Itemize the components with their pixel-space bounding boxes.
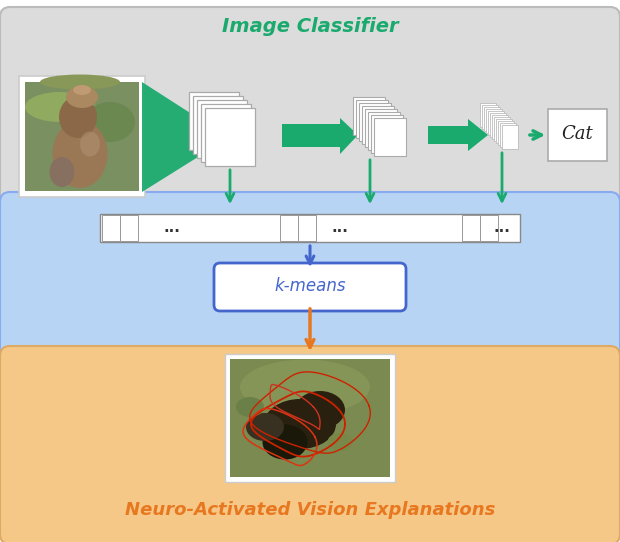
FancyBboxPatch shape <box>482 105 498 129</box>
FancyBboxPatch shape <box>484 107 500 131</box>
FancyBboxPatch shape <box>353 97 385 135</box>
Polygon shape <box>428 119 488 151</box>
Polygon shape <box>142 82 198 192</box>
Ellipse shape <box>59 96 97 138</box>
Text: Cat: Cat <box>561 125 593 143</box>
FancyBboxPatch shape <box>102 215 120 241</box>
FancyBboxPatch shape <box>365 109 397 147</box>
Text: Neuro-Activated Vision Explanations: Neuro-Activated Vision Explanations <box>125 501 495 519</box>
FancyBboxPatch shape <box>492 115 508 139</box>
FancyBboxPatch shape <box>230 359 390 477</box>
FancyBboxPatch shape <box>480 215 498 241</box>
Text: k-means: k-means <box>274 277 346 295</box>
Text: Image Classifier: Image Classifier <box>222 16 398 35</box>
Ellipse shape <box>327 433 353 451</box>
Ellipse shape <box>25 92 95 122</box>
FancyBboxPatch shape <box>205 108 255 166</box>
Ellipse shape <box>53 120 107 188</box>
FancyBboxPatch shape <box>374 118 406 156</box>
FancyBboxPatch shape <box>362 106 394 144</box>
Ellipse shape <box>236 397 264 417</box>
FancyBboxPatch shape <box>371 115 403 153</box>
Ellipse shape <box>240 359 370 415</box>
FancyBboxPatch shape <box>197 100 247 158</box>
FancyBboxPatch shape <box>0 346 620 542</box>
FancyBboxPatch shape <box>193 96 243 154</box>
FancyBboxPatch shape <box>368 112 400 150</box>
FancyBboxPatch shape <box>498 121 514 145</box>
FancyBboxPatch shape <box>214 263 406 311</box>
FancyBboxPatch shape <box>298 215 316 241</box>
FancyBboxPatch shape <box>356 100 388 138</box>
Ellipse shape <box>85 102 135 142</box>
FancyBboxPatch shape <box>496 119 512 143</box>
Text: ...: ... <box>164 220 180 235</box>
Ellipse shape <box>264 399 336 449</box>
FancyBboxPatch shape <box>486 109 502 133</box>
FancyBboxPatch shape <box>0 7 620 222</box>
FancyBboxPatch shape <box>201 104 251 162</box>
FancyBboxPatch shape <box>225 354 395 482</box>
Ellipse shape <box>40 74 120 89</box>
FancyBboxPatch shape <box>0 192 620 367</box>
FancyBboxPatch shape <box>480 103 496 127</box>
Text: ...: ... <box>332 220 348 235</box>
FancyBboxPatch shape <box>462 215 480 241</box>
Polygon shape <box>282 118 358 154</box>
FancyBboxPatch shape <box>548 109 607 161</box>
Text: ...: ... <box>494 220 510 235</box>
FancyBboxPatch shape <box>19 76 145 197</box>
Ellipse shape <box>295 391 345 429</box>
FancyBboxPatch shape <box>189 92 239 150</box>
FancyBboxPatch shape <box>100 214 520 242</box>
FancyBboxPatch shape <box>500 123 516 147</box>
FancyBboxPatch shape <box>359 103 391 141</box>
FancyBboxPatch shape <box>488 111 504 135</box>
Ellipse shape <box>66 86 98 108</box>
Ellipse shape <box>262 424 308 460</box>
FancyBboxPatch shape <box>25 82 139 191</box>
FancyBboxPatch shape <box>280 215 298 241</box>
Ellipse shape <box>246 413 284 441</box>
FancyBboxPatch shape <box>502 125 518 149</box>
Ellipse shape <box>73 85 91 95</box>
FancyBboxPatch shape <box>490 113 506 137</box>
FancyBboxPatch shape <box>120 215 138 241</box>
Ellipse shape <box>80 132 100 157</box>
Ellipse shape <box>50 157 74 187</box>
FancyBboxPatch shape <box>494 117 510 141</box>
